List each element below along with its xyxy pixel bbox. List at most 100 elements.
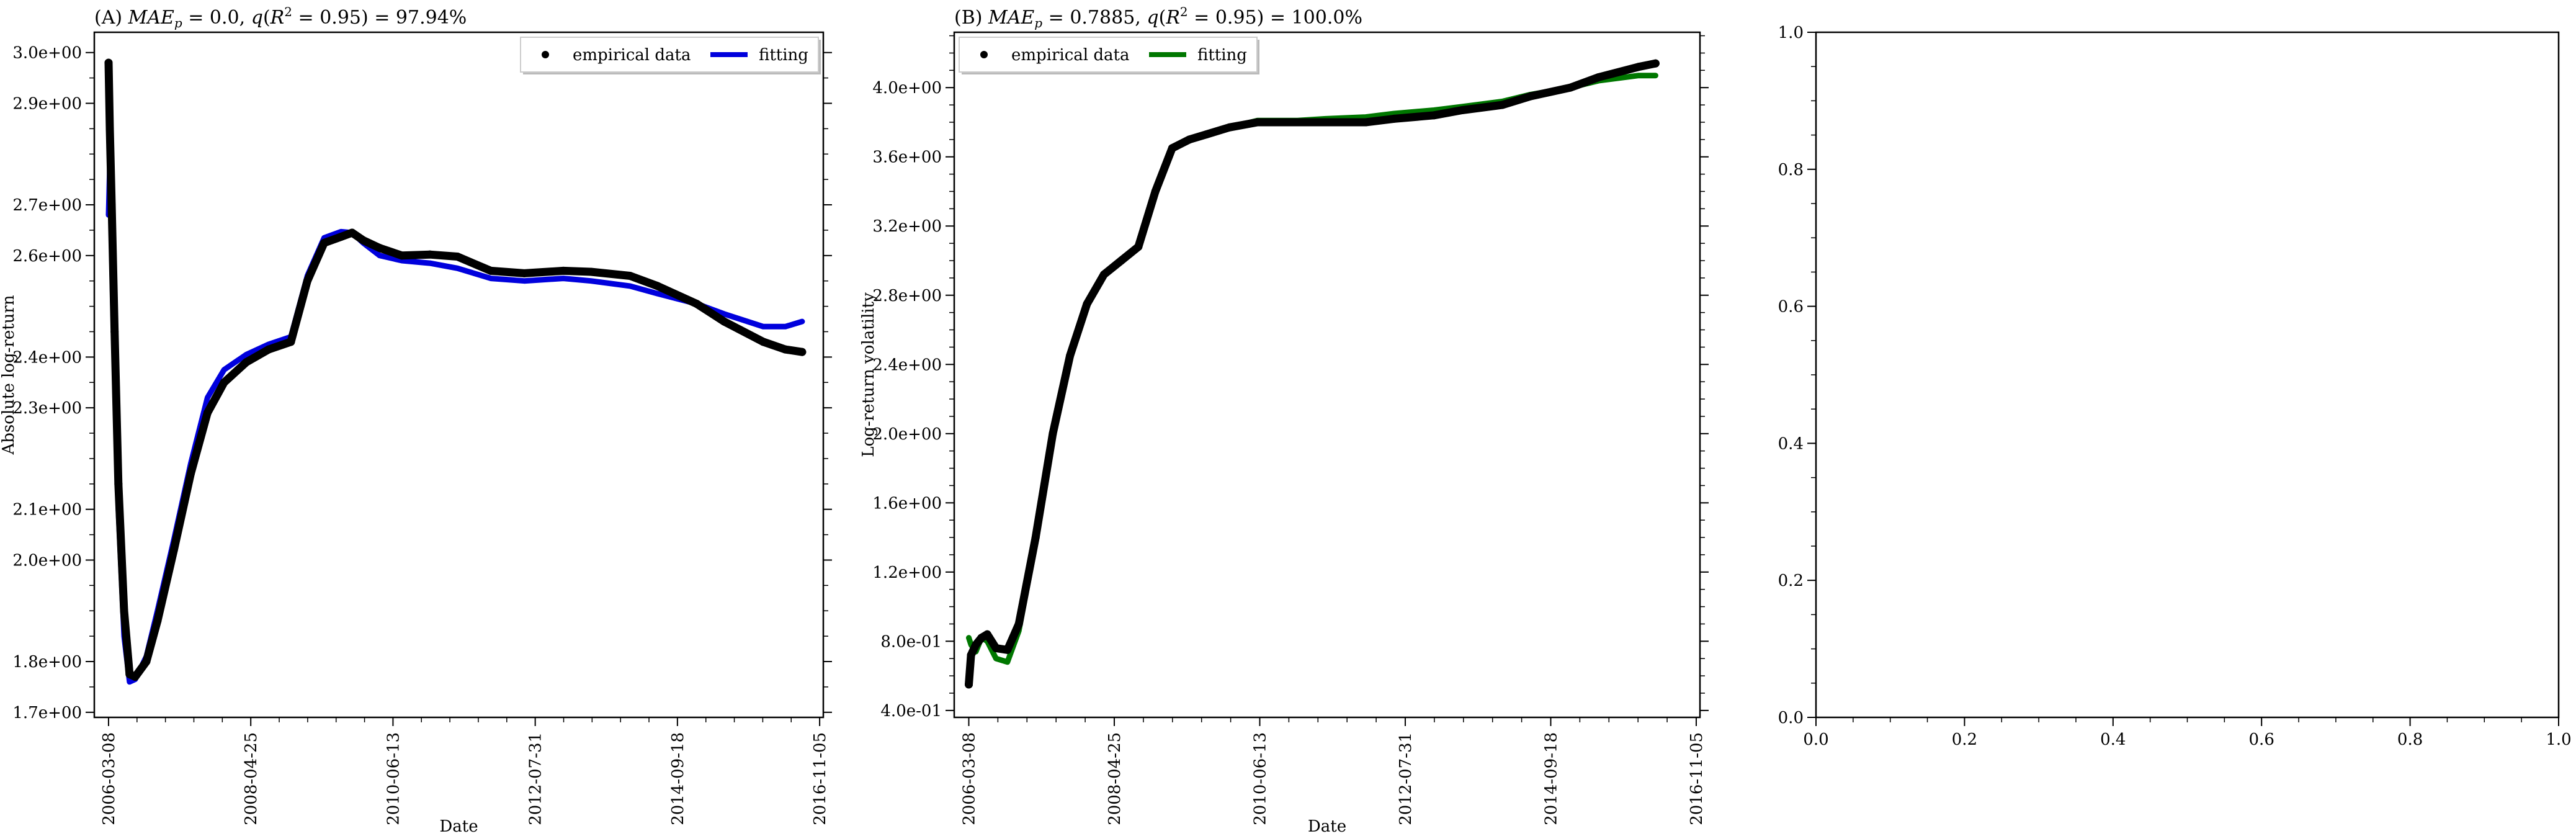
data-point-empirical	[203, 408, 212, 417]
title-q-rest: = 0.95) = 97.94%	[292, 7, 467, 29]
data-point-empirical	[977, 634, 986, 642]
data-point-empirical	[107, 200, 116, 209]
data-point-empirical	[653, 282, 662, 290]
data-point-empirical	[625, 272, 634, 280]
legend: empirical data fitting	[520, 37, 821, 74]
x-tick-label: 2014-09-18	[669, 732, 687, 825]
title-q-open: (	[263, 7, 271, 29]
data-point-empirical	[559, 266, 568, 275]
x-axis-label: Date	[439, 817, 478, 836]
data-point-empirical	[1361, 118, 1370, 127]
data-point-empirical	[1526, 92, 1535, 101]
x-tick-label: 2016-11-05	[1688, 732, 1706, 825]
title-mae-symbol: MAE	[988, 7, 1034, 29]
data-point-empirical	[153, 617, 162, 626]
y-tick-label: 1.8e+00	[12, 653, 82, 671]
title-q-rest: = 0.95) = 100.0%	[1188, 7, 1362, 29]
y-tick-label: 8.0e-01	[880, 632, 942, 651]
legend-label-fitting: fitting	[1197, 46, 1247, 65]
y-tick-label: 2.3e+00	[12, 399, 82, 418]
data-point-empirical	[131, 673, 140, 681]
x-tick-label: 2012-07-31	[527, 732, 545, 825]
x-tick-label: 2010-06-13	[384, 732, 403, 825]
data-point-empirical	[104, 58, 113, 67]
x-tick-label: 0.2	[1952, 730, 1977, 749]
data-point-empirical	[781, 345, 790, 354]
x-tick-label: 0.6	[2249, 730, 2274, 749]
legend-box	[520, 37, 819, 73]
y-tick-label: 3.2e+00	[872, 217, 942, 236]
data-point-empirical	[186, 469, 195, 478]
data-point-empirical	[1099, 270, 1108, 279]
data-point-empirical	[991, 644, 1000, 652]
y-tick-label: 1.7e+00	[12, 704, 82, 722]
data-point-empirical	[798, 348, 807, 356]
data-point-empirical	[1014, 619, 1023, 628]
data-point-empirical	[1594, 73, 1603, 81]
data-point-empirical	[1458, 105, 1467, 114]
data-point-empirical	[692, 300, 701, 308]
data-point-empirical	[114, 480, 123, 488]
data-point-empirical	[1031, 533, 1040, 542]
y-tick-label: 0.0	[1778, 709, 1804, 727]
title-mae-value: = 0.0,	[182, 7, 251, 29]
data-point-empirical	[220, 378, 228, 387]
axes-frame	[1815, 31, 2560, 719]
chart-title: (A) MAEp = 0.0, q(R2 = 0.95) = 97.94%	[94, 4, 467, 30]
data-point-empirical	[486, 266, 495, 275]
x-tick-label: 1.0	[2546, 730, 2571, 749]
x-tick-label: 0.0	[1803, 730, 1828, 749]
data-point-empirical	[320, 238, 328, 247]
y-tick-label: 3.0e+00	[12, 44, 82, 63]
y-tick-label: 2.8e+00	[872, 287, 942, 305]
data-point-empirical	[110, 327, 119, 336]
x-tick-label: 2006-03-08	[960, 732, 978, 825]
series-empirical-trail	[965, 59, 1660, 689]
plot-area	[964, 59, 1660, 689]
data-point-empirical	[1498, 101, 1506, 109]
title-r-sup: 2	[1180, 4, 1188, 19]
data-point-empirical	[142, 657, 151, 666]
data-point-empirical	[1003, 645, 1012, 654]
y-tick-label: 1.6e+00	[872, 494, 942, 513]
title-prefix: (B)	[954, 7, 988, 29]
legend-marker-empirical	[542, 51, 549, 58]
data-point-empirical	[1083, 300, 1091, 308]
panel-C: 0.0 0.2 0.4 0.6 0.8 1.0 0.0 0.2 0.4 0.6 0.8 1.0	[1778, 24, 2572, 749]
y-tick-label: 2.0e+00	[872, 425, 942, 444]
y-tick-label: 2.0e+00	[12, 551, 82, 570]
title-r-symbol: R	[1165, 7, 1180, 29]
data-point-empirical	[303, 277, 311, 285]
title-q-symbol: q	[1147, 7, 1158, 29]
plot-area	[104, 58, 807, 685]
panel-A: 2006-03-08 2008-04-25 2010-06-13 2012-07-31…	[0, 4, 832, 836]
data-point-empirical	[264, 345, 273, 354]
x-tick-label: 2006-03-08	[100, 732, 119, 825]
y-tick-label: 2.4e+00	[12, 348, 82, 367]
data-point-empirical	[964, 680, 973, 689]
data-point-empirical	[1225, 123, 1233, 132]
data-point-empirical	[1634, 63, 1643, 71]
data-point-empirical	[520, 269, 529, 277]
data-point-empirical	[967, 651, 975, 660]
data-point-empirical	[720, 317, 728, 326]
data-point-empirical	[169, 545, 178, 554]
x-tick-label: 2016-11-05	[811, 732, 830, 825]
chart-title: (B) MAEp = 0.7885, q(R2 = 0.95) = 100.0%	[954, 4, 1362, 30]
data-point-empirical	[1151, 187, 1160, 195]
data-point-empirical	[348, 228, 357, 237]
y-tick-label: 0.8	[1778, 161, 1804, 179]
y-tick-label: 2.7e+00	[12, 196, 82, 215]
y-tick-label: 3.6e+00	[872, 148, 942, 167]
legend-box	[959, 37, 1258, 73]
data-point-empirical	[1134, 243, 1143, 251]
data-point-empirical	[359, 236, 367, 245]
y-tick-label: 1.0	[1778, 24, 1804, 42]
series-line-fitting	[966, 73, 1658, 665]
title-mae-sub: p	[174, 16, 182, 30]
legend-label-empirical: empirical data	[1011, 46, 1129, 65]
x-tick-label: 2010-06-13	[1251, 732, 1269, 825]
data-point-empirical	[1117, 256, 1125, 265]
y-tick-label: 4.0e+00	[872, 79, 942, 97]
data-point-empirical	[1049, 429, 1057, 438]
